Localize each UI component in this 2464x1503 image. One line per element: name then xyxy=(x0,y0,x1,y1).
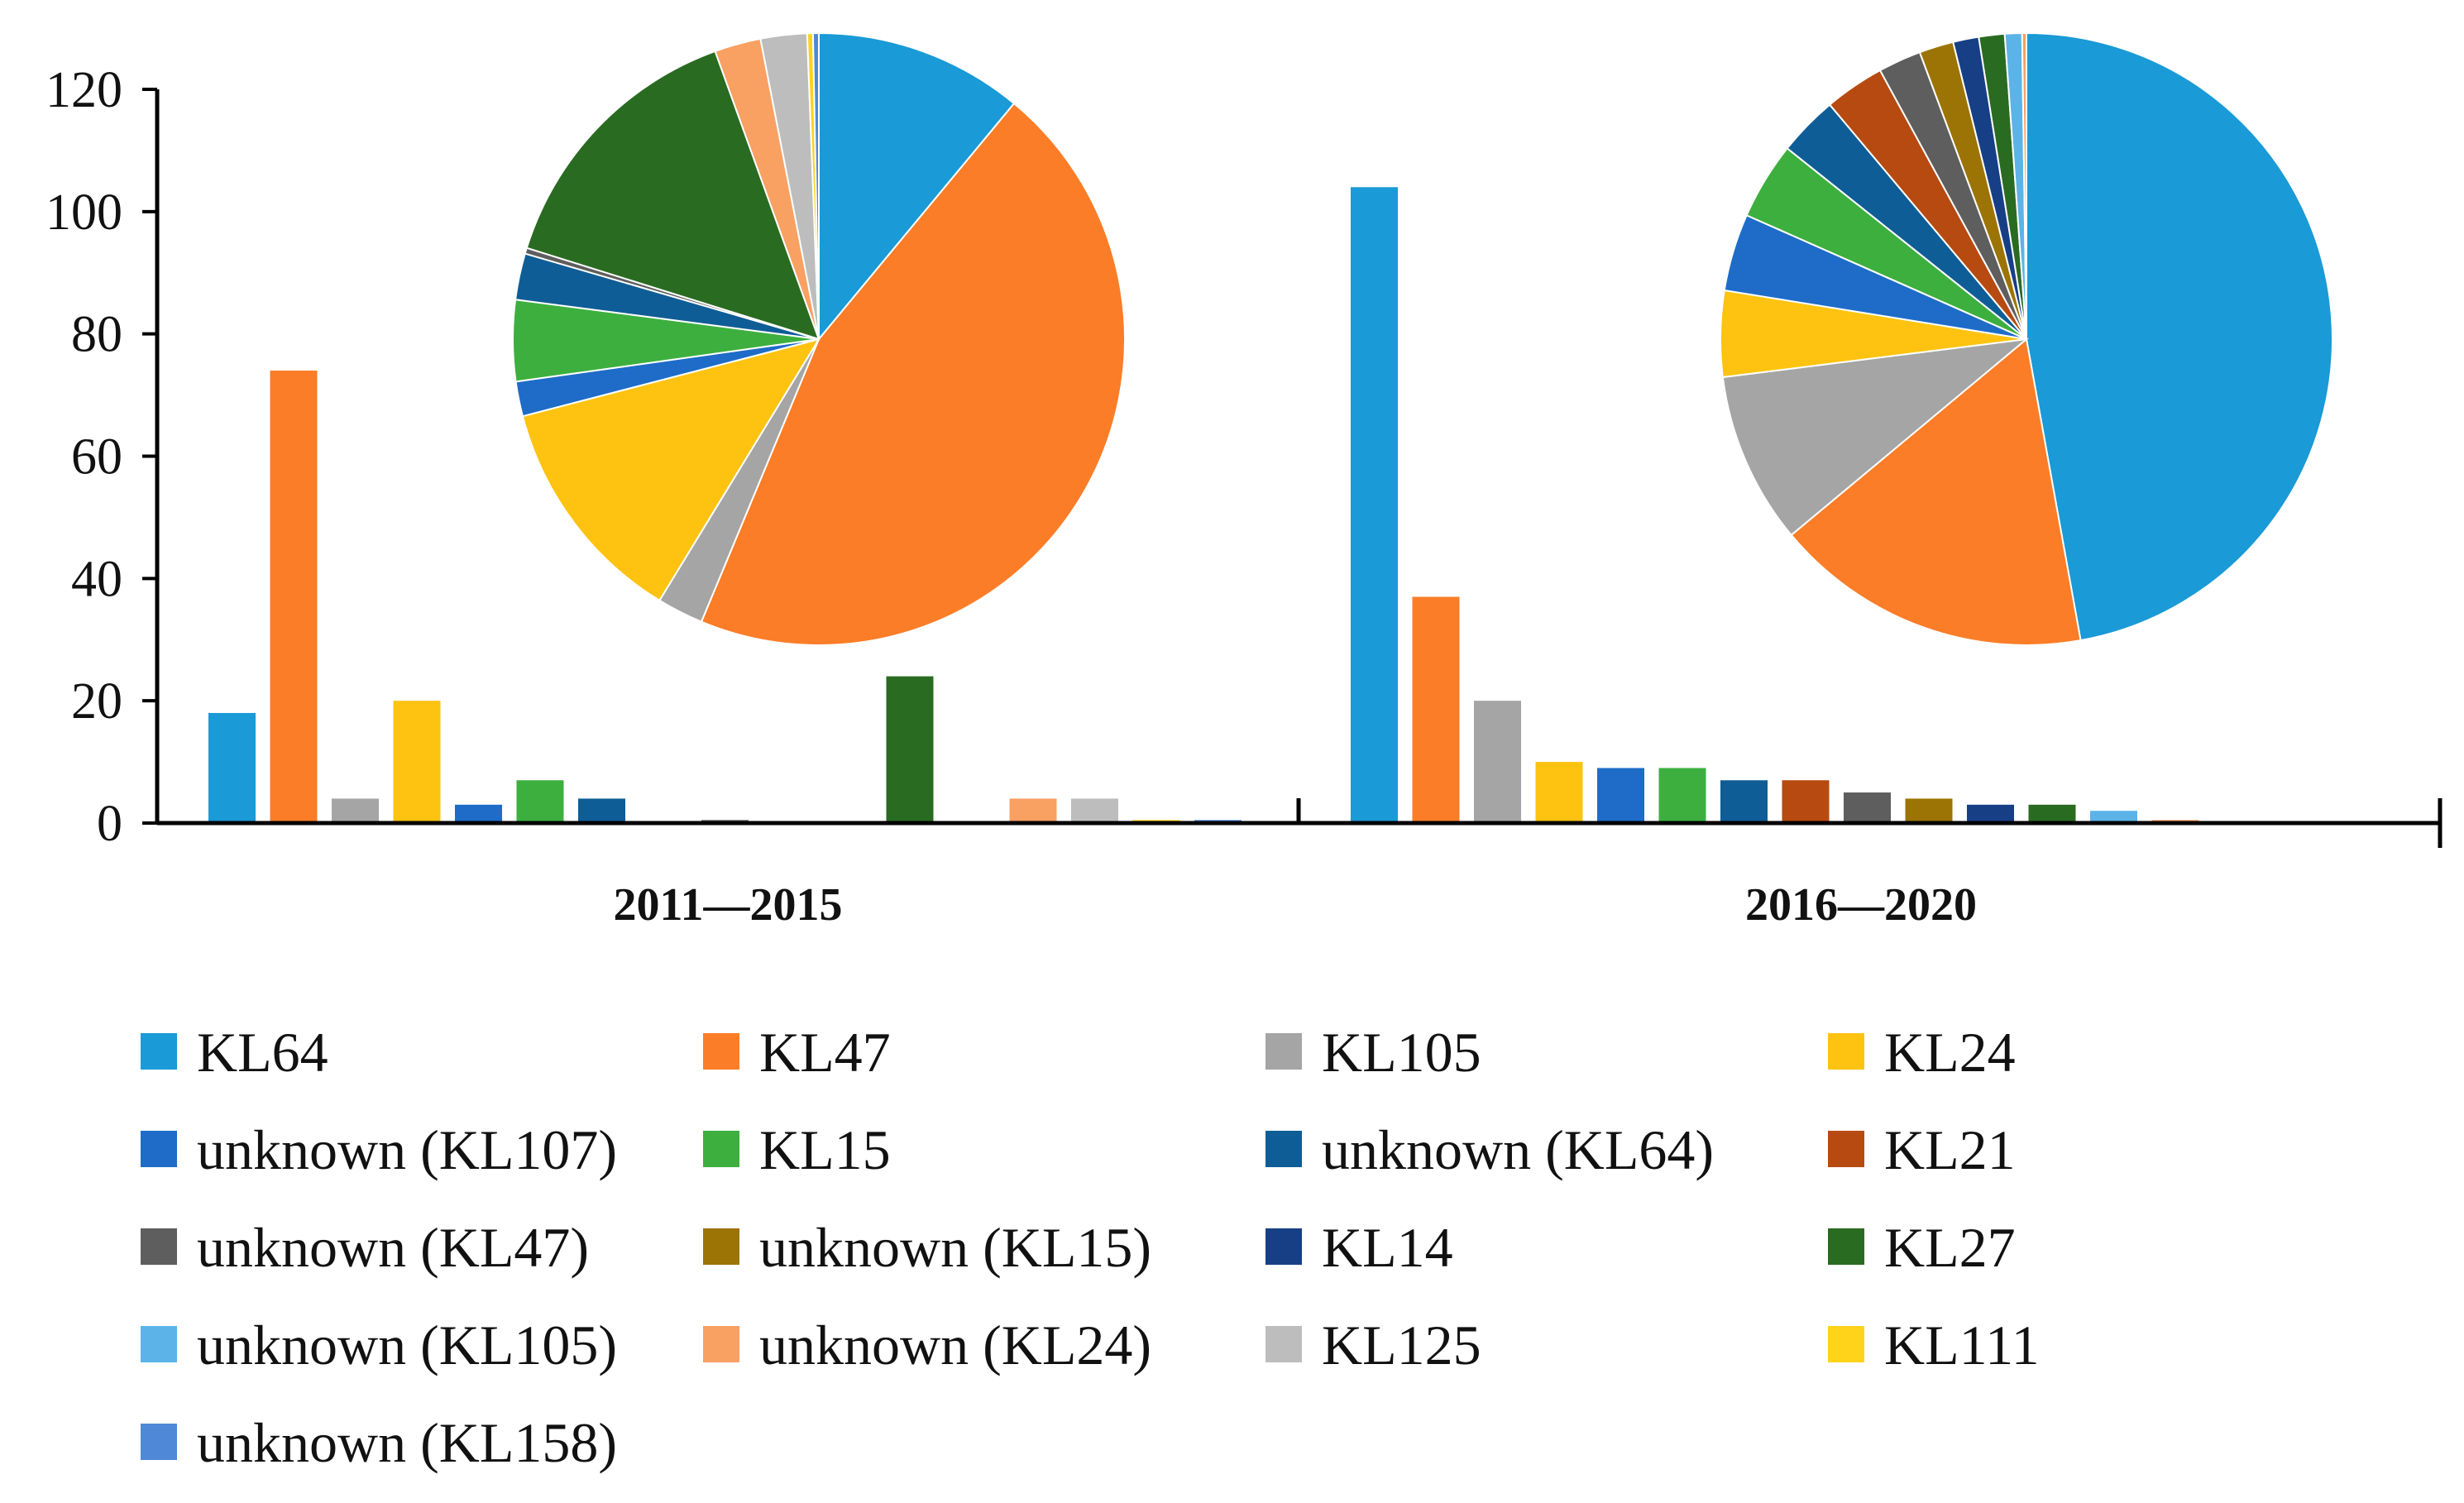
legend-label-unknown-kl158: unknown (KL158) xyxy=(197,1411,617,1474)
bar-2-kl24 xyxy=(1535,762,1583,821)
legend-label-kl47: KL47 xyxy=(759,1021,891,1084)
legend-label-kl64: KL64 xyxy=(197,1021,328,1084)
legend-swatch-kl105 xyxy=(1265,1033,1302,1070)
legend-label-kl27: KL27 xyxy=(1884,1216,2016,1279)
bar-1-unknown-kl158 xyxy=(1194,820,1242,822)
legend-swatch-unknown-kl64 xyxy=(1265,1131,1302,1167)
legend-label-kl111: KL111 xyxy=(1884,1314,2040,1376)
bar-1-kl24 xyxy=(393,701,441,821)
legend-label-kl125: KL125 xyxy=(1322,1314,1481,1376)
y-tick-label-100: 100 xyxy=(45,184,122,241)
legend-swatch-kl15 xyxy=(703,1131,739,1167)
legend-label-kl15: KL15 xyxy=(759,1118,891,1181)
legend: KL64 KL47 KL105 KL24 unknown (KL107) KL15 unkn… xyxy=(141,1021,2040,1474)
pie-charts xyxy=(512,31,2333,646)
bar-1-kl15 xyxy=(516,780,564,821)
pie-2-slice-kl47 xyxy=(1790,337,2082,646)
bar-1-kl47 xyxy=(270,371,318,821)
pie-1-slice-kl47 xyxy=(700,102,1126,646)
bar-series xyxy=(208,187,2199,822)
legend-label-unknown-kl15: unknown (KL15) xyxy=(759,1216,1151,1279)
legend-swatch-unknown-kl105 xyxy=(141,1326,177,1362)
pie-1-slice-kl64 xyxy=(818,31,1016,342)
y-tick-label-40: 40 xyxy=(71,551,122,607)
legend-label-unknown-kl107: unknown (KL107) xyxy=(197,1118,617,1181)
bar-1-unknown-kl47 xyxy=(701,820,749,822)
bar-1-unknown-kl64 xyxy=(578,798,625,821)
legend-swatch-kl125 xyxy=(1265,1326,1302,1362)
legend-label-kl21: KL21 xyxy=(1884,1118,2016,1181)
bar-1-kl64 xyxy=(208,712,256,821)
pie-2-slice-kl105 xyxy=(1721,337,2030,537)
legend-swatch-kl24 xyxy=(1828,1033,1864,1070)
legend-swatch-unknown-kl24 xyxy=(703,1326,739,1362)
bar-2-kl14 xyxy=(1967,804,2014,821)
bar-2-unknown-kl24 xyxy=(2151,820,2199,822)
legend-label-unknown-kl47: unknown (KL47) xyxy=(197,1216,589,1279)
bar-2-unknown-kl105 xyxy=(2090,811,2137,821)
legend-swatch-kl47 xyxy=(703,1033,739,1070)
bar-2-kl21 xyxy=(1782,780,1830,821)
y-tick-label-60: 60 xyxy=(71,429,122,486)
group-label-2: 2016—2020 xyxy=(1745,879,1977,931)
bar-2-kl105 xyxy=(1474,701,1521,821)
bar-2-unknown-kl64 xyxy=(1720,780,1768,821)
pie-1-slice-kl24 xyxy=(521,337,821,602)
bar-1-unknown-kl107 xyxy=(455,804,502,821)
legend-swatch-unknown-kl107 xyxy=(141,1131,177,1167)
legend-swatch-kl27 xyxy=(1828,1228,1864,1265)
pie-2-slice-kl64 xyxy=(2026,31,2333,642)
y-tick-label-20: 20 xyxy=(71,673,122,730)
legend-label-kl24: KL24 xyxy=(1884,1021,2016,1084)
pie-1-slice-kl27 xyxy=(525,50,821,341)
legend-swatch-kl14 xyxy=(1265,1228,1302,1265)
bar-1-kl105 xyxy=(332,798,379,821)
bar-2-unknown-kl15 xyxy=(1905,798,1953,821)
bar-2-unknown-kl47 xyxy=(1844,792,1891,821)
bar-2-kl64 xyxy=(1351,187,1398,821)
y-tick-label-120: 120 xyxy=(45,62,122,118)
legend-swatch-kl64 xyxy=(141,1033,177,1070)
legend-label-unknown-kl24: unknown (KL24) xyxy=(759,1314,1151,1376)
legend-swatch-kl111 xyxy=(1828,1326,1864,1362)
legend-label-kl14: KL14 xyxy=(1322,1216,1453,1279)
legend-label-kl105: KL105 xyxy=(1322,1021,1481,1084)
bar-1-kl125 xyxy=(1071,798,1118,821)
legend-swatch-kl21 xyxy=(1828,1131,1864,1167)
legend-label-unknown-kl105: unknown (KL105) xyxy=(197,1314,617,1376)
bar-1-unknown-kl24 xyxy=(1009,798,1057,821)
y-tick-label-80: 80 xyxy=(71,307,122,363)
legend-swatch-unknown-kl15 xyxy=(703,1228,739,1265)
pie-1-slice-unknown-kl158 xyxy=(811,31,820,340)
bar-2-kl47 xyxy=(1412,596,1460,821)
bar-2-unknown-kl107 xyxy=(1597,768,1644,821)
bar-1-kl111 xyxy=(1132,820,1180,822)
bar-1-kl27 xyxy=(886,676,934,821)
y-tick-label-0: 0 xyxy=(97,796,122,852)
group-label-1: 2011—2015 xyxy=(614,879,843,931)
group-labels: 2011—2015 2016—2020 xyxy=(614,879,1977,931)
legend-swatch-unknown-kl158 xyxy=(141,1424,177,1460)
bar-2-kl27 xyxy=(2028,804,2076,821)
legend-swatch-unknown-kl47 xyxy=(141,1228,177,1265)
y-axis-ticks: 0 20 40 60 80 100 120 xyxy=(45,62,157,852)
pie-2-slice-unknown-kl24 xyxy=(2021,31,2027,340)
bar-2-kl15 xyxy=(1658,768,1706,821)
legend-label-unknown-kl64: unknown (KL64) xyxy=(1322,1118,1714,1181)
